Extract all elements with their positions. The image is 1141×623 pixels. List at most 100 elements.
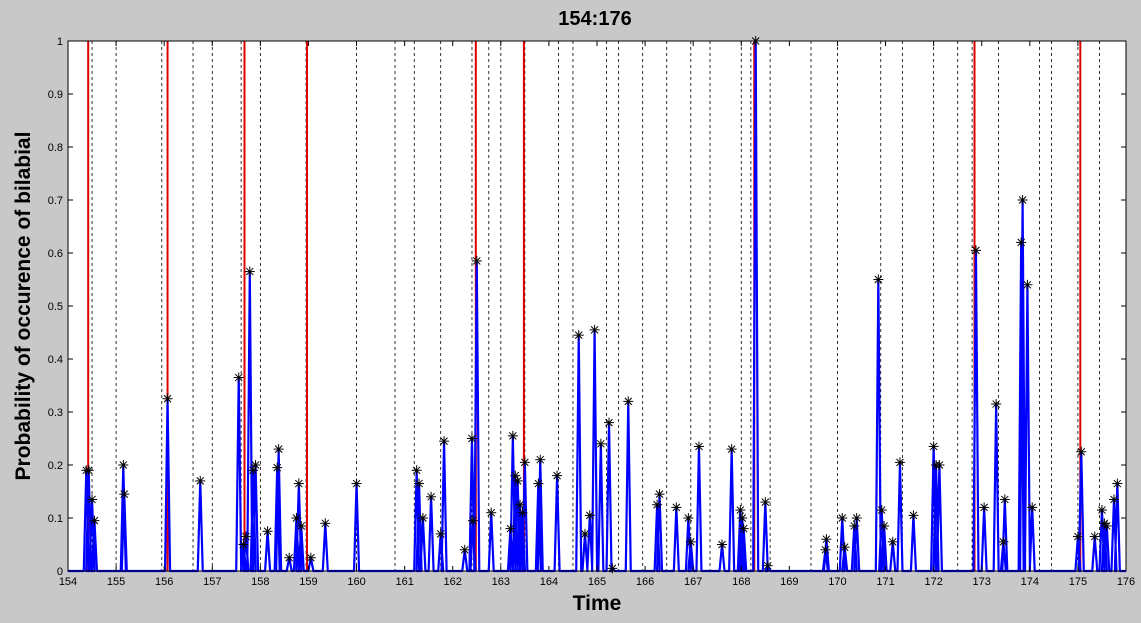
x-tick-label: 169 — [780, 576, 798, 588]
marker-stroke — [460, 545, 469, 554]
marker-stroke — [419, 514, 427, 522]
peak-marker — [284, 552, 295, 563]
marker-stroke — [821, 545, 830, 554]
marker-stroke — [850, 522, 859, 530]
peak-marker — [119, 489, 130, 500]
peak-marker — [685, 536, 696, 547]
peak-marker — [839, 542, 850, 553]
marker-stroke — [415, 479, 423, 488]
axis-ticks: 154 155 156 157 158 159 160 161 162 163 164 165 166 1… — [48, 36, 1135, 588]
peak-marker — [351, 478, 362, 489]
y-axis-label: Probability of occurence of bilabial — [12, 132, 35, 481]
peak-marker — [273, 444, 284, 455]
marker-stroke — [513, 477, 522, 485]
marker-stroke — [1023, 280, 1032, 289]
marker-stroke — [245, 267, 254, 276]
marker-stroke — [992, 400, 1001, 408]
peak-marker — [735, 505, 746, 516]
peak-marker — [272, 462, 283, 473]
marker-stroke — [412, 466, 421, 475]
marker-stroke — [321, 519, 330, 528]
marker-stroke — [273, 463, 282, 472]
peak-marker — [1089, 531, 1100, 542]
marker-stroke — [972, 246, 980, 255]
marker-stroke — [508, 431, 517, 440]
x-tick-label: 175 — [1069, 576, 1087, 588]
marker-stroke — [585, 511, 594, 520]
peak-marker — [435, 528, 446, 539]
marker-stroke — [1098, 506, 1106, 514]
peak-marker — [411, 465, 422, 476]
marker-stroke — [1077, 447, 1086, 456]
x-tick-label: 158 — [251, 576, 269, 588]
marker-stroke — [1000, 495, 1009, 504]
marker-stroke — [468, 434, 476, 443]
peak-marker — [908, 510, 919, 521]
marker-stroke — [536, 455, 545, 464]
marker-stroke — [852, 514, 861, 522]
peak-marker — [894, 457, 905, 468]
marker-stroke — [874, 275, 883, 284]
peak-marker — [607, 563, 618, 574]
peak-marker — [519, 457, 530, 468]
marker-stroke — [251, 461, 260, 469]
peak-marker — [998, 536, 1009, 547]
peak-marker — [83, 465, 94, 476]
marker-stroke — [292, 514, 301, 522]
peak-marker — [851, 513, 862, 523]
x-tick-label: 160 — [347, 576, 365, 588]
x-tick-label: 161 — [395, 576, 413, 588]
marker-stroke — [1110, 495, 1118, 504]
y-tick-label: 1 — [57, 36, 63, 48]
marker-stroke — [624, 397, 633, 406]
peak-marker — [820, 544, 831, 555]
peak-markers — [81, 36, 1123, 574]
x-tick-label: 171 — [876, 576, 894, 588]
marker-stroke — [761, 498, 770, 506]
x-tick-label: 159 — [299, 576, 317, 588]
marker-stroke — [242, 532, 250, 541]
y-tick-label: 0.7 — [48, 195, 63, 207]
x-tick-label: 172 — [924, 576, 942, 588]
marker-stroke — [877, 506, 886, 514]
marker-stroke — [822, 535, 831, 544]
marker-stroke — [655, 490, 664, 499]
peak-marker — [726, 444, 737, 455]
y-tick-label: 0 — [57, 566, 63, 578]
marker-stroke — [516, 500, 524, 509]
x-tick-label: 168 — [732, 576, 750, 588]
peak-marker — [738, 523, 749, 534]
peak-marker — [876, 505, 887, 516]
peak-marker — [762, 560, 773, 571]
peak-marker — [510, 470, 521, 481]
marker-stroke — [838, 514, 847, 522]
y-tick-label: 0.3 — [48, 407, 63, 419]
peak-marker — [414, 478, 425, 489]
peak-marker — [535, 454, 546, 465]
peak-marker — [466, 433, 477, 444]
x-tick-label: 163 — [492, 576, 510, 588]
marker-stroke — [88, 495, 96, 504]
x-tick-label: 154 — [59, 576, 77, 588]
x-tick-label: 156 — [155, 576, 173, 588]
marker-stroke — [596, 439, 605, 448]
y-tick-label: 0.4 — [48, 354, 63, 366]
marker-stroke — [307, 553, 315, 562]
peak-marker — [595, 438, 606, 449]
marker-stroke — [297, 522, 306, 530]
marker-stroke — [163, 394, 172, 403]
peak-marker — [821, 534, 832, 545]
marker-stroke — [1017, 238, 1026, 247]
marker-stroke — [888, 537, 897, 546]
x-tick-label: 162 — [444, 576, 462, 588]
peak-marker — [1017, 195, 1028, 205]
marker-stroke — [738, 514, 747, 522]
peak-marker — [320, 518, 331, 529]
x-tick-label: 170 — [828, 576, 846, 588]
peak-marker — [760, 497, 771, 508]
marker-stroke — [518, 508, 527, 517]
marker-stroke — [1113, 479, 1122, 488]
peak-marker — [505, 523, 516, 534]
marker-stroke — [736, 506, 745, 514]
marker-stroke — [684, 514, 693, 522]
